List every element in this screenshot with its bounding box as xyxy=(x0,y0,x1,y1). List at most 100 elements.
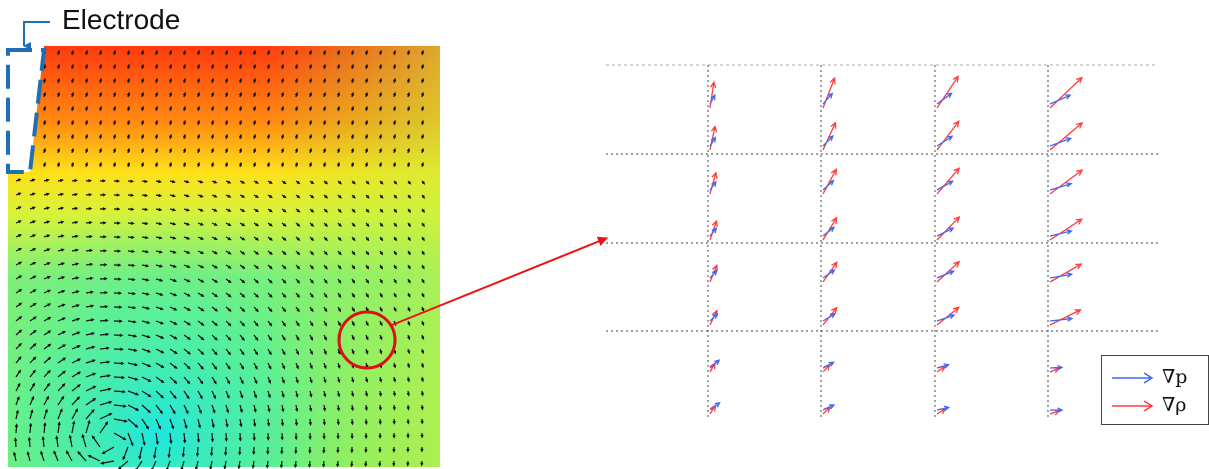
field-arrow xyxy=(141,376,152,382)
grad-rho-arrow xyxy=(822,76,836,109)
field-arrow xyxy=(323,306,328,313)
field-arrow xyxy=(141,207,149,212)
field-arrow xyxy=(155,320,165,325)
field-arrow xyxy=(141,264,150,268)
field-arrow xyxy=(182,77,187,84)
field-arrow xyxy=(15,302,23,308)
field-arrow xyxy=(364,418,368,426)
field-arrow xyxy=(350,390,355,398)
field-arrow xyxy=(155,432,159,446)
field-arrow xyxy=(41,436,45,448)
field-arrow xyxy=(225,194,232,198)
field-arrow xyxy=(98,77,103,84)
field-arrow xyxy=(211,404,216,414)
highlight-circle xyxy=(337,310,397,370)
grad-p-arrow xyxy=(1049,229,1073,237)
field-arrow xyxy=(406,418,410,425)
field-arrow xyxy=(309,278,314,284)
field-arrow xyxy=(393,362,397,369)
field-arrow xyxy=(351,222,356,228)
field-arrow xyxy=(365,208,370,213)
field-arrow xyxy=(378,432,382,439)
legend-item-grad-rho: ∇ρ xyxy=(1110,394,1206,418)
field-arrow xyxy=(197,236,205,240)
field-arrow xyxy=(197,390,203,400)
field-arrow xyxy=(322,63,327,70)
field-arrow xyxy=(183,208,191,212)
field-arrow xyxy=(27,436,32,448)
field-arrow xyxy=(224,133,229,140)
field-arrow xyxy=(295,376,299,384)
field-arrow xyxy=(225,306,232,312)
field-arrow xyxy=(154,119,159,126)
field-arrow xyxy=(127,418,139,428)
field-arrow xyxy=(113,263,122,267)
field-arrow xyxy=(239,250,246,255)
field-arrow xyxy=(378,376,383,383)
field-arrow xyxy=(280,63,285,70)
field-arrow xyxy=(113,207,121,211)
field-arrow xyxy=(183,432,187,444)
field-arrow xyxy=(196,133,201,140)
field-arrow xyxy=(420,418,424,425)
field-arrow xyxy=(252,133,257,140)
field-arrow xyxy=(70,91,75,98)
field-arrow xyxy=(224,91,229,98)
field-arrow xyxy=(126,161,131,168)
field-arrow xyxy=(225,418,229,428)
field-arrow xyxy=(194,460,199,469)
field-arrow xyxy=(336,418,340,426)
field-arrow xyxy=(99,221,107,225)
field-arrow xyxy=(407,222,411,228)
field-arrow xyxy=(281,348,286,356)
field-arrow xyxy=(211,236,218,240)
field-arrow xyxy=(225,334,232,341)
field-arrow xyxy=(336,91,341,98)
field-arrow xyxy=(308,432,312,440)
field-arrow xyxy=(112,133,117,140)
field-arrow xyxy=(85,332,96,336)
grad-rho-arrow xyxy=(936,260,961,283)
field-arrow xyxy=(407,236,411,242)
field-arrow xyxy=(239,334,245,341)
field-arrow xyxy=(237,460,241,469)
field-arrow xyxy=(309,250,315,256)
field-arrow xyxy=(393,278,397,284)
field-arrow xyxy=(253,306,259,313)
field-arrow xyxy=(406,161,411,168)
field-arrow xyxy=(365,278,370,284)
field-arrow xyxy=(85,318,95,322)
field-arrow xyxy=(113,361,125,365)
grad-p-arrow xyxy=(822,226,836,237)
field-arrow xyxy=(252,119,257,126)
field-arrow xyxy=(112,77,117,84)
grad-p-arrow xyxy=(709,312,719,322)
field-arrow xyxy=(421,320,425,326)
field-arrow xyxy=(29,302,37,308)
field-arrow xyxy=(224,77,229,84)
field-arrow xyxy=(308,446,312,454)
field-arrow xyxy=(56,161,61,168)
field-arrow xyxy=(43,303,52,308)
grad-p-arrow xyxy=(709,269,718,279)
field-arrow xyxy=(393,306,397,313)
field-arrow xyxy=(224,446,228,456)
field-arrow xyxy=(126,105,131,112)
field-arrow xyxy=(406,390,410,397)
grad-rho-arrow xyxy=(936,306,960,326)
field-arrow xyxy=(182,161,187,168)
field-arrow xyxy=(85,290,94,294)
field-arrow xyxy=(71,396,81,406)
field-arrow xyxy=(140,77,145,84)
grad-rho-arrow xyxy=(936,75,959,109)
grad-p-arrow xyxy=(822,134,834,147)
field-arrow xyxy=(13,451,17,462)
field-arrow xyxy=(43,248,51,252)
field-arrow xyxy=(15,382,21,392)
field-arrow xyxy=(420,376,425,383)
field-arrow xyxy=(29,289,37,294)
field-arrow xyxy=(421,194,426,199)
field-arrow xyxy=(281,376,285,384)
field-arrow xyxy=(267,250,273,256)
field-arrow xyxy=(308,49,313,56)
